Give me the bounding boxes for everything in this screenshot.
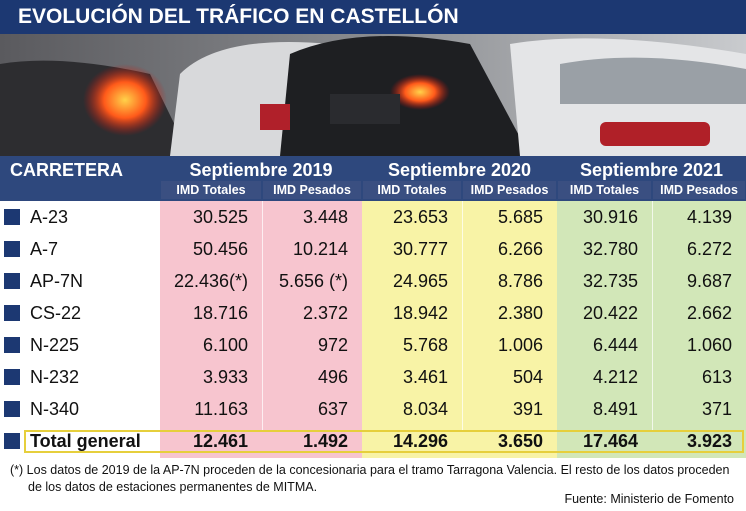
row-square	[4, 433, 20, 449]
value-cell: 6.444	[592, 335, 638, 355]
value-cell: 32.735	[582, 271, 638, 291]
value-cell: 18.942	[392, 303, 448, 323]
value-cell: 8.491	[592, 399, 638, 419]
column-divider	[462, 201, 463, 431]
value-cell: 22.436(*)	[173, 271, 248, 291]
period-background	[557, 201, 746, 458]
road-name: A-7	[30, 239, 59, 259]
row-square	[4, 401, 20, 417]
value-cell: 3.923	[686, 431, 732, 451]
value-cell: 504	[512, 367, 543, 387]
value-cell: 496	[317, 367, 348, 387]
value-cell: 6.100	[202, 335, 248, 355]
value-cell: 32.780	[582, 239, 638, 259]
value-cell: 10.214	[292, 239, 348, 259]
value-cell: 6.266	[497, 239, 543, 259]
value-cell: 9.687	[686, 271, 732, 291]
title: EVOLUCIÓN DEL TRÁFICO EN CASTELLÓN	[0, 0, 746, 34]
column-divider	[262, 201, 263, 431]
period-header: Septiembre 2021	[579, 160, 724, 180]
period-background	[362, 201, 557, 458]
subcolumn-header: IMD Totales	[558, 181, 651, 199]
value-cell: 30.525	[192, 207, 248, 227]
road-name: N-225	[30, 335, 80, 355]
value-cell: 4.212	[592, 367, 638, 387]
value-cell: 3.933	[202, 367, 248, 387]
value-cell: 2.380	[497, 303, 543, 323]
subcolumn-header: IMD Totales	[363, 181, 461, 199]
subcolumn-header: IMD Pesados	[463, 181, 556, 199]
value-cell: 30.777	[392, 239, 448, 259]
value-cell: 24.965	[392, 271, 448, 291]
value-cell: 5.768	[402, 335, 448, 355]
value-cell: 637	[317, 399, 348, 419]
table: CARRETERA Septiembre 2019 IMD Totales IMD P…	[0, 156, 746, 458]
value-cell: 20.422	[582, 303, 638, 323]
value-cell: 11.163	[194, 399, 248, 419]
value-cell: 2.662	[686, 303, 732, 323]
value-cell: 6.272	[686, 239, 732, 259]
value-cell: 1.060	[686, 335, 732, 355]
value-cell: 613	[701, 367, 732, 387]
value-cell: 8.034	[402, 399, 448, 419]
road-name: A-23	[30, 207, 69, 227]
source: Fuente: Ministerio de Fomento	[564, 492, 734, 506]
subcolumn-header: IMD Totales	[161, 181, 261, 199]
value-cell: 12.461	[192, 431, 248, 451]
value-cell: 8.786	[497, 271, 543, 291]
subcolumn-header: IMD Pesados	[653, 181, 745, 199]
value-cell: 14.296	[392, 431, 448, 451]
value-cell: 5.685	[497, 207, 543, 227]
value-cell: 30.916	[582, 207, 638, 227]
value-cell: 4.139	[686, 207, 732, 227]
row-square	[4, 209, 20, 225]
row-square	[4, 273, 20, 289]
road-name: CS-22	[30, 303, 82, 323]
road-name: AP-7N	[30, 271, 84, 291]
row-square	[4, 369, 20, 385]
value-cell: 18.716	[192, 303, 248, 323]
value-cell: 3.650	[497, 431, 543, 451]
total-border	[24, 430, 744, 453]
period-header: Septiembre 2019	[189, 160, 333, 180]
subcolumn-header: IMD Pesados	[263, 181, 361, 199]
value-cell: 17.464	[582, 431, 638, 451]
row-square	[4, 337, 20, 353]
road-name: Total general	[30, 431, 141, 451]
column-divider	[652, 201, 653, 431]
value-cell: 5.656 (*)	[278, 271, 348, 291]
value-cell: 23.653	[392, 207, 448, 227]
value-cell: 50.456	[192, 239, 248, 259]
period-header: Septiembre 2020	[387, 160, 532, 180]
footnote: (*) Los datos de 2019 de la AP-7N proced…	[10, 463, 730, 494]
value-cell: 2.372	[302, 303, 348, 323]
traffic-photo	[0, 34, 746, 156]
value-cell: 972	[317, 335, 348, 355]
road-name: N-340	[30, 399, 80, 419]
value-cell: 3.448	[302, 207, 348, 227]
value-cell: 391	[512, 399, 543, 419]
value-cell: 1.006	[497, 335, 543, 355]
value-cell: 3.461	[402, 367, 448, 387]
row-square	[4, 305, 20, 321]
value-cell: 1.492	[302, 431, 348, 451]
period-background	[160, 201, 362, 458]
value-cell: 371	[701, 399, 732, 419]
row-square	[4, 241, 20, 257]
road-name: N-232	[30, 367, 80, 387]
first-column-header: CARRETERA	[10, 160, 124, 180]
